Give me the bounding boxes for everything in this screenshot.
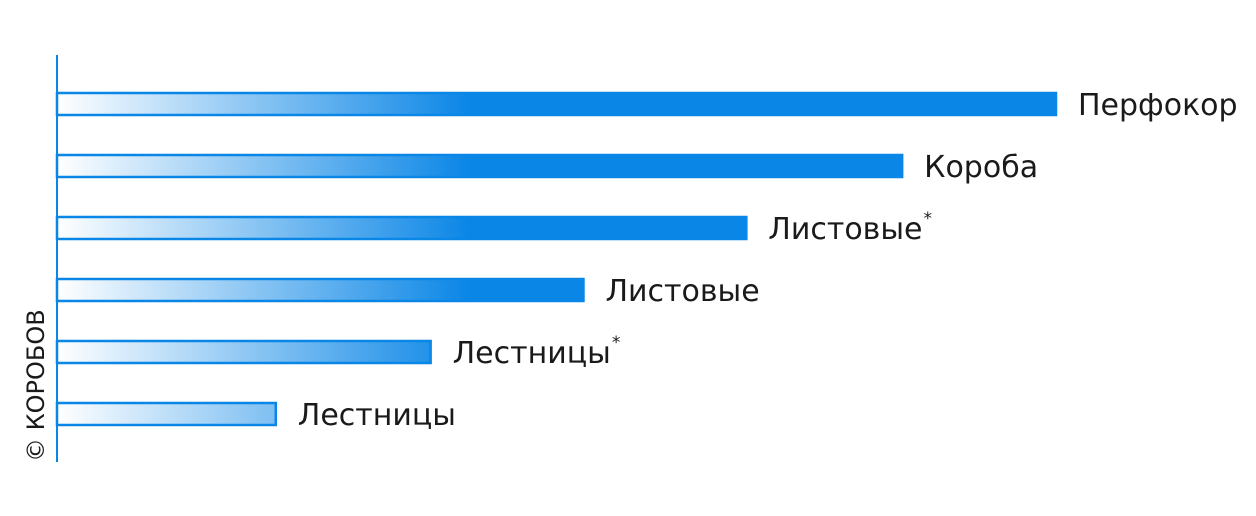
bar xyxy=(55,401,278,427)
bar-label: Лестницы xyxy=(298,398,456,433)
bar xyxy=(55,277,585,303)
bar-label: Листовые xyxy=(605,274,759,309)
copyright-watermark: © КОРОБОВ xyxy=(22,309,50,462)
bar-label: Листовые xyxy=(768,212,922,247)
bar xyxy=(55,339,432,365)
bar xyxy=(55,153,904,179)
asterisk-footnote-mark: * xyxy=(924,209,933,229)
asterisk-footnote-mark: * xyxy=(612,333,621,353)
bar xyxy=(55,91,1058,117)
bar-label: Перфокор xyxy=(1078,88,1238,123)
bar-label: Лестницы xyxy=(453,336,611,371)
bar xyxy=(55,215,748,241)
bar-label: Короба xyxy=(924,150,1038,185)
